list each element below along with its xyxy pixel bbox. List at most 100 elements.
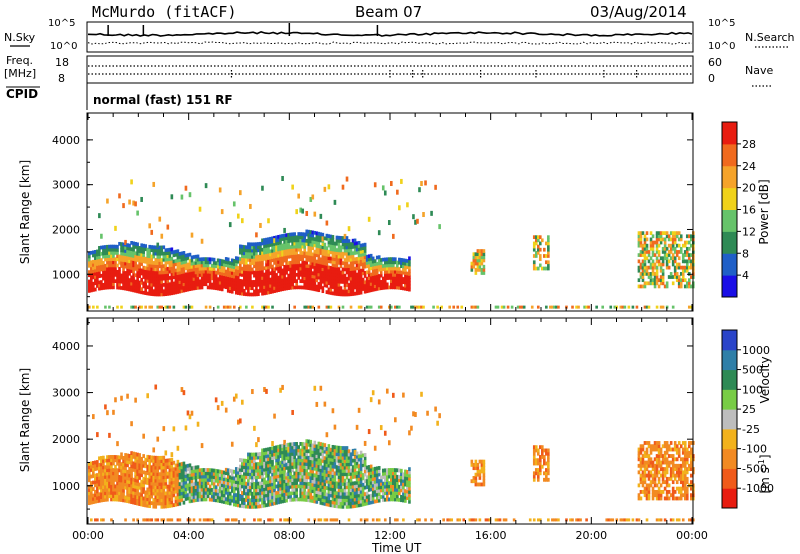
- echo-cell: [361, 277, 365, 282]
- echo-cell: [522, 305, 526, 309]
- echo-cell: [275, 451, 278, 456]
- echo-cell: [112, 468, 115, 472]
- echo-cell: [685, 259, 689, 264]
- echo-cell: [186, 284, 190, 289]
- echo-cell: [267, 483, 270, 488]
- echo-cell: [182, 260, 186, 265]
- echo-cell: [144, 493, 147, 498]
- echo-cell: [319, 491, 323, 495]
- echo-cell: [144, 259, 147, 264]
- echo-cell: [476, 252, 480, 257]
- echo-cell: [283, 236, 286, 241]
- echo-cell: [132, 269, 135, 274]
- echo-cell: [371, 281, 375, 286]
- echo-cell: [339, 289, 343, 294]
- echo-cell: [396, 285, 399, 290]
- echo-cell: [154, 286, 158, 291]
- echo-cell: [327, 486, 331, 491]
- echo-cell: [649, 262, 653, 267]
- echo-cell: [357, 240, 361, 245]
- echo-cell: [285, 239, 288, 244]
- echo-cell: [275, 288, 278, 293]
- echo-cell: [265, 265, 268, 270]
- echo-cell: [224, 487, 228, 492]
- echo-cell: [396, 276, 399, 281]
- echo-cell: [657, 253, 661, 257]
- echo-cell: [208, 518, 212, 522]
- echo-cell: [325, 220, 329, 226]
- echo-cell: [174, 278, 178, 282]
- echo-cell: [88, 465, 91, 470]
- echo-cell: [271, 242, 274, 247]
- echo-cell: [218, 271, 222, 276]
- echo-cell: [230, 479, 234, 484]
- echo-cell: [162, 501, 166, 506]
- echo-cell: [174, 473, 178, 478]
- echo-cell: [277, 470, 280, 475]
- echo-cell: [289, 458, 292, 463]
- echo-cell: [257, 437, 260, 443]
- echo-cell: [291, 487, 294, 492]
- echo-cell: [293, 481, 296, 486]
- echo-cell: [261, 458, 264, 463]
- echo-cell: [269, 495, 272, 500]
- echo-cell: [289, 497, 292, 502]
- echo-cell: [333, 251, 337, 255]
- echo-cell: [226, 282, 230, 287]
- echo-cell: [313, 489, 317, 494]
- echo-cell: [275, 254, 278, 259]
- echo-cell: [265, 480, 268, 485]
- echo-cell: [293, 464, 296, 469]
- echo-cell: [98, 286, 101, 291]
- echo-cell: [255, 257, 258, 262]
- echo-cell: [333, 474, 337, 479]
- echo-cell: [687, 234, 691, 239]
- echo-cell: [319, 385, 323, 391]
- echo-cell: [367, 468, 371, 473]
- echo-cell: [345, 236, 349, 240]
- echo-cell: [313, 463, 317, 468]
- echo-cell: [180, 481, 184, 486]
- echo-cell: [359, 262, 363, 267]
- echo-cell: [88, 263, 91, 268]
- echo-cell: [482, 255, 486, 260]
- echo-cell: [265, 483, 268, 488]
- echo-cell: [212, 481, 216, 486]
- echo-cell: [164, 276, 168, 281]
- echo-cell: [404, 268, 407, 272]
- echo-cell: [176, 498, 180, 503]
- echo-cell: [279, 499, 282, 504]
- echo-cell: [653, 240, 657, 245]
- echo-cell: [206, 518, 210, 522]
- echo-cell: [279, 265, 282, 270]
- echo-cell: [224, 500, 228, 505]
- echo-cell: [152, 245, 156, 250]
- echo-cell: [152, 465, 156, 470]
- echo-cell: [249, 286, 252, 291]
- echo-cell: [174, 502, 178, 507]
- echo-cell: [355, 471, 359, 475]
- echo-cell: [146, 518, 149, 522]
- echo-cell: [88, 471, 91, 476]
- echo-cell: [122, 276, 125, 281]
- echo-cell: [309, 258, 313, 263]
- echo-cell: [206, 260, 210, 265]
- echo-cell: [128, 460, 131, 465]
- echo-cell: [154, 251, 158, 256]
- echo-cell: [295, 279, 298, 283]
- echo-cell: [134, 481, 137, 486]
- echo-cell: [174, 262, 178, 267]
- echo-cell: [164, 484, 168, 489]
- echo-cell: [317, 457, 321, 462]
- echo-cell: [357, 281, 361, 286]
- echo-cell: [325, 283, 329, 288]
- echo-cell: [277, 241, 280, 245]
- echo-cell: [341, 289, 345, 294]
- echo-cell: [184, 480, 188, 485]
- echo-cell: [251, 472, 254, 477]
- echo-cell: [166, 285, 170, 290]
- echo-cell: [297, 474, 300, 479]
- echo-cell: [224, 305, 228, 309]
- echo-cell: [404, 261, 407, 266]
- echo-cell: [275, 491, 278, 495]
